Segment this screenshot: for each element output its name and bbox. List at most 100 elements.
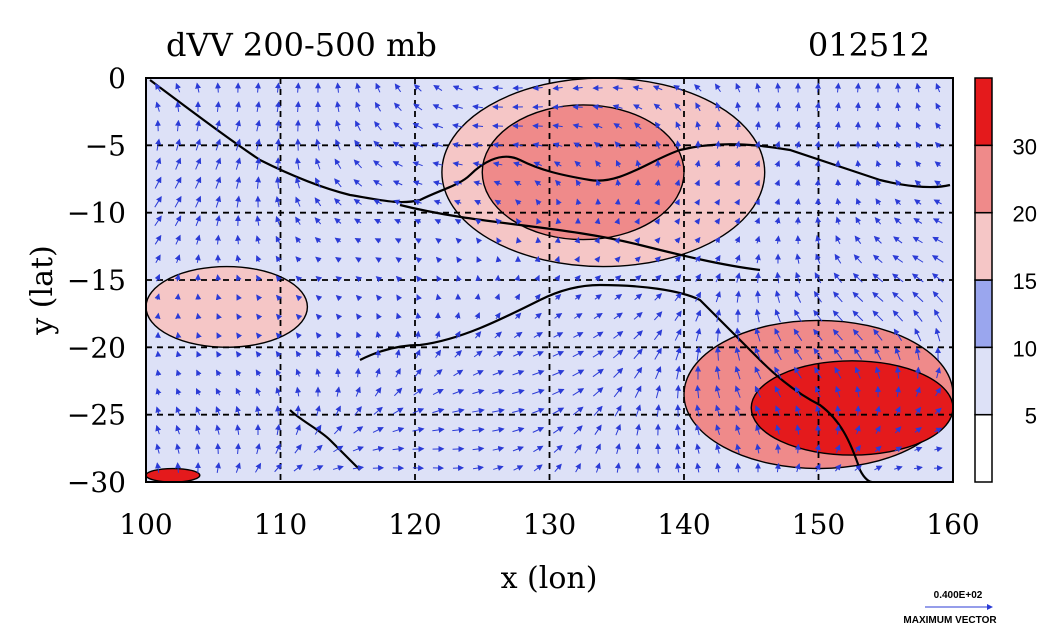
wind-vector-761 — [876, 179, 882, 187]
wind-vector-192 — [335, 139, 341, 151]
wind-vector-598 — [715, 273, 721, 283]
wind-vector-725 — [833, 291, 843, 303]
wind-vector-343 — [475, 218, 482, 225]
wind-vector-284 — [416, 294, 422, 301]
wind-vector-281 — [414, 238, 422, 244]
wind-vector-642 — [754, 308, 761, 323]
wind-vector-95 — [236, 294, 242, 301]
wind-vector-26 — [174, 176, 182, 189]
wind-vector-60 — [195, 424, 201, 435]
wind-vector-61 — [195, 443, 201, 454]
wind-vector-829 — [931, 273, 944, 283]
wind-vector-126 — [274, 82, 281, 93]
wind-vector-66 — [215, 138, 222, 151]
wind-vector-834 — [935, 366, 941, 379]
wind-vector-411 — [534, 312, 542, 319]
wind-vector-803 — [914, 180, 922, 187]
wind-vector-777 — [895, 82, 902, 93]
wind-vector-539 — [654, 347, 662, 360]
wind-vector-436 — [552, 388, 565, 396]
wind-vector-687 — [794, 366, 802, 379]
wind-vector-473 — [594, 294, 602, 301]
wind-vector-356 — [472, 465, 484, 471]
wind-vector-805 — [913, 217, 923, 224]
wind-vector-240 — [375, 257, 382, 263]
wind-vector-298 — [432, 161, 443, 167]
x-tick-label-0: 100 — [119, 508, 172, 541]
wind-vector-287 — [414, 349, 421, 359]
wind-vector-530 — [654, 179, 661, 186]
wind-vector-695 — [814, 121, 821, 130]
wind-vector-572 — [694, 179, 700, 187]
wind-vector-555 — [674, 255, 681, 263]
wind-vector-584 — [694, 404, 701, 417]
wind-vector-219 — [355, 257, 362, 263]
wind-vector-318 — [452, 142, 464, 148]
wind-vector-363 — [494, 199, 502, 206]
wind-vector-133 — [275, 215, 281, 226]
wind-vector-487 — [615, 159, 622, 168]
wind-vector-486 — [614, 141, 622, 149]
wind-vector-481 — [595, 443, 601, 454]
wind-vector-104 — [235, 462, 241, 473]
wind-vector-397 — [512, 446, 524, 452]
wind-vector-12 — [154, 312, 161, 320]
wind-vector-734 — [835, 464, 842, 472]
wind-vector-783 — [894, 198, 902, 206]
wind-vector-583 — [694, 384, 701, 399]
colorbar-segment-0 — [974, 413, 993, 483]
wind-vector-802 — [915, 160, 922, 168]
wind-vector-664 — [774, 328, 782, 342]
wind-vector-360 — [492, 142, 503, 149]
wind-vector-231 — [375, 82, 381, 93]
wind-vector-296 — [432, 123, 444, 129]
wind-vector-654 — [774, 140, 781, 149]
wind-vector-157 — [295, 275, 303, 283]
wind-vector-347 — [474, 293, 481, 300]
wind-vector-416 — [532, 407, 545, 414]
wind-vector-466 — [595, 160, 602, 168]
wind-vector-51 — [194, 254, 201, 263]
wind-vector-623 — [734, 346, 741, 361]
wind-vector-709 — [815, 385, 821, 398]
wind-vector-835 — [935, 387, 941, 397]
wind-vector-689 — [795, 405, 801, 417]
wind-vector-180 — [315, 313, 323, 321]
wind-vector-146 — [274, 463, 283, 473]
wind-vector-437 — [552, 407, 565, 415]
wind-vector-626 — [735, 404, 741, 417]
wind-vector-142 — [275, 387, 282, 397]
wind-vector-346 — [475, 274, 482, 282]
wind-vector-614 — [734, 179, 740, 187]
wind-vector-259 — [394, 218, 402, 225]
wind-vector-836 — [934, 407, 942, 415]
wind-vector-592 — [714, 160, 721, 168]
wind-vector-485 — [613, 123, 623, 129]
wind-vector-31 — [174, 273, 181, 282]
colorbar-segment-2 — [974, 279, 993, 349]
wind-vector-424 — [553, 161, 562, 168]
wind-vector-369 — [494, 312, 501, 320]
wind-vector-76 — [216, 332, 222, 339]
wind-vector-299 — [432, 180, 443, 187]
wind-vector-323 — [455, 237, 463, 245]
wind-vector-152 — [294, 176, 301, 189]
wind-vector-464 — [592, 123, 603, 129]
wind-vector-684 — [794, 309, 802, 323]
colorbar-label-3: 20 — [1013, 202, 1037, 227]
wind-vector-355 — [472, 445, 485, 452]
wind-vector-83 — [215, 462, 221, 473]
wind-vector-115 — [256, 274, 262, 282]
wind-vector-412 — [533, 332, 543, 338]
wind-vector-552 — [674, 198, 680, 206]
wind-vector-501 — [615, 423, 621, 436]
wind-vector-739 — [855, 159, 862, 168]
wind-vector-809 — [912, 291, 924, 303]
wind-vector-750 — [854, 366, 861, 379]
wind-vector-740 — [855, 179, 862, 187]
wind-vector-25 — [175, 157, 182, 170]
wind-vector-175 — [314, 217, 322, 225]
wind-vector-86 — [235, 119, 241, 132]
wind-vector-297 — [432, 142, 444, 148]
wind-vector-176 — [314, 237, 322, 244]
